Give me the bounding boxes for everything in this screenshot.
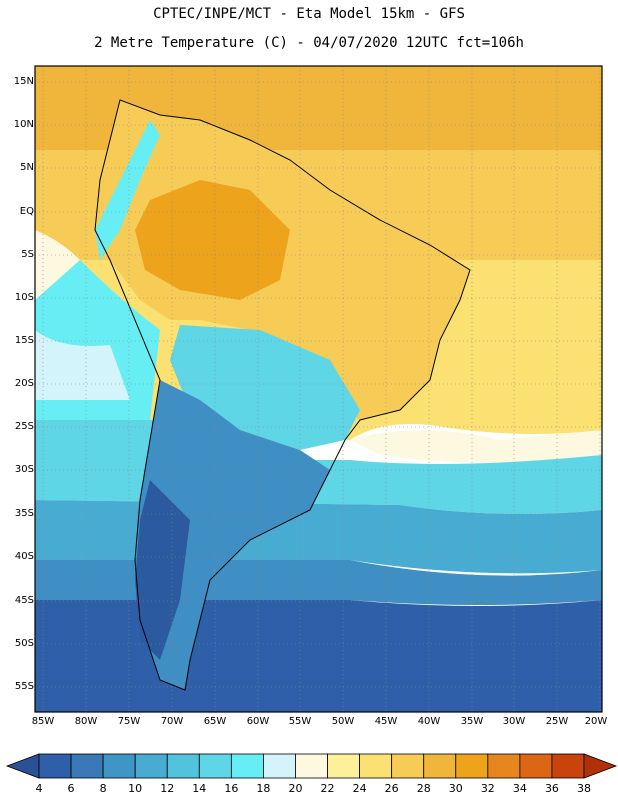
colorbar-tick-label: 34 (512, 782, 527, 795)
lat-label: 25S (14, 421, 34, 432)
lon-label: 25W (545, 716, 569, 727)
colorbar-tick-label: 16 (224, 782, 239, 795)
lon-label: 60W (246, 716, 270, 727)
colorbar-tick-label: 28 (416, 782, 431, 795)
chart-title-line-1: CPTEC/INPE/MCT - Eta Model 15km - GFS (153, 6, 465, 22)
colorbar-tick-label: 12 (160, 782, 175, 795)
band-cold (35, 600, 602, 712)
lon-label: 85W (31, 716, 55, 727)
lat-label: 35S (14, 508, 34, 519)
continent-cold-south (135, 480, 190, 660)
colorbar-tick-label: 4 (35, 782, 43, 795)
lon-label: 75W (117, 716, 141, 727)
lat-label: 5S (21, 249, 34, 260)
colorbar-swatch (391, 753, 425, 779)
colorbar-swatch (198, 753, 232, 779)
colorbar-tick-label: 8 (99, 782, 107, 795)
colorbar-swatch (359, 753, 393, 779)
colorbar-swatch (134, 753, 168, 779)
colorbar-swatch (166, 753, 200, 779)
lat-label: 5N (20, 162, 34, 173)
colorbar-under-arrow (5, 753, 40, 779)
colorbar-tick-label: 20 (288, 782, 303, 795)
colorbar-tick-label: 26 (384, 782, 399, 795)
colorbar-tick-label: 30 (448, 782, 463, 795)
lat-label: 10S (14, 292, 34, 303)
lon-label: 30W (502, 716, 526, 727)
colorbar-tick-label: 38 (577, 782, 591, 795)
colorbar-swatch (263, 753, 296, 779)
chart-title-line-2: 2 Metre Temperature (C) - 04/07/2020 12U… (94, 35, 524, 51)
lat-label: 10N (13, 119, 34, 130)
lat-label: 30S (14, 464, 34, 475)
map-frame (34, 65, 603, 713)
colorbar-over-arrow (583, 753, 618, 779)
continent-cool-south (135, 380, 330, 690)
colorbar-tick-label: 22 (320, 782, 335, 795)
colorbar (5, 753, 618, 779)
lon-label: 35W (460, 716, 484, 727)
colorbar-tick-label: 32 (480, 782, 495, 795)
lat-label: 40S (14, 551, 34, 562)
continent-outline (94, 99, 471, 691)
continent-andes-north (95, 120, 160, 260)
lat-label: EQ (19, 206, 34, 217)
colorbar-swatch (102, 753, 136, 779)
colorbar-swatch (230, 753, 264, 779)
colorbar-swatch (455, 753, 489, 779)
lon-label: 80W (74, 716, 98, 727)
colorbar-tick-label: 6 (67, 782, 75, 795)
colorbar-swatch (327, 753, 360, 779)
lon-label: 65W (203, 716, 227, 727)
colorbar-swatch (519, 753, 553, 779)
lon-label: 40W (417, 716, 441, 727)
colorbar-swatch (70, 753, 104, 779)
lat-label: 15N (13, 76, 34, 87)
temperature-field (35, 66, 602, 712)
lon-label: 50W (331, 716, 355, 727)
band-pale (35, 330, 130, 400)
colorbar-swatch (487, 753, 521, 779)
colorbar-tick-label: 36 (544, 782, 559, 795)
colorbar-tick-label: 14 (192, 782, 207, 795)
colorbar-swatch (38, 753, 72, 779)
colorbar-swatch (295, 753, 328, 779)
graticule (35, 66, 602, 712)
lon-label: 20W (584, 716, 608, 727)
lon-label: 45W (374, 716, 398, 727)
lat-label: 15S (14, 335, 34, 346)
lat-label: 45S (14, 595, 34, 606)
colorbar-swatch (551, 753, 585, 779)
lat-label: 55S (14, 681, 34, 692)
continent-orange (135, 180, 290, 300)
band-cream (35, 230, 602, 463)
colorbar-tick-label: 10 (128, 782, 143, 795)
lat-label: 20S (14, 378, 34, 389)
lon-label: 55W (288, 716, 312, 727)
lat-label: 50S (14, 638, 34, 649)
colorbar-tick-label: 24 (352, 782, 367, 795)
lon-label: 70W (160, 716, 184, 727)
colorbar-tick-label: 18 (256, 782, 271, 795)
colorbar-swatch (423, 753, 457, 779)
